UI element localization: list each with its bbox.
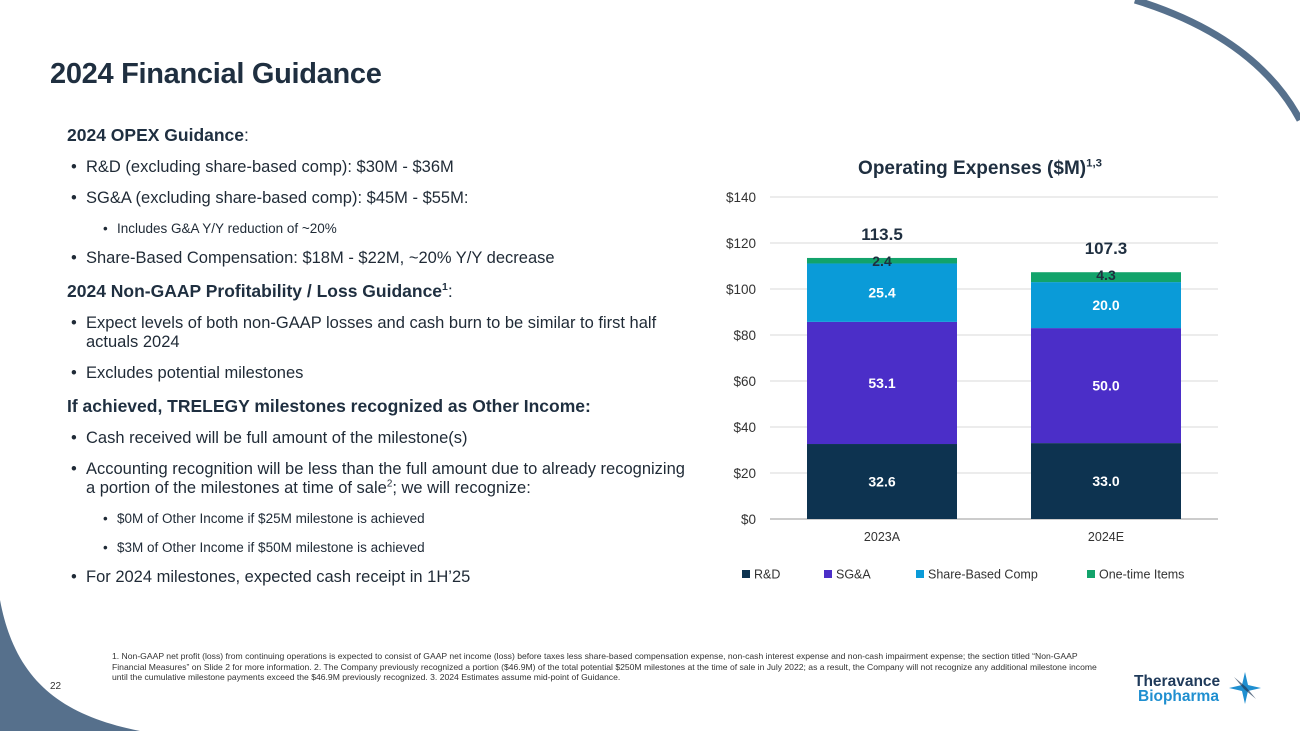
y-tick-label: $120 [726, 236, 756, 251]
opex-bullet-rd: R&D (excluding share-based comp): $30M -… [67, 158, 692, 177]
data-label: 32.6 [868, 474, 895, 490]
bar-segment [807, 444, 957, 519]
y-tick-label: $140 [726, 190, 756, 205]
total-label: 107.3 [1085, 239, 1128, 258]
bar-segment [807, 257, 957, 264]
opex-bullet-sga: SG&A (excluding share-based comp): $45M … [67, 189, 692, 208]
opex-chart-svg: $0 $20 $40 $60 $80 $100 $120 $140 32.6 53.1 25.4 2.… [726, 190, 1218, 582]
bar-segment [1031, 328, 1181, 444]
legend-swatch [1087, 570, 1095, 578]
bar-segment [1031, 282, 1181, 329]
bar-segment [807, 321, 957, 445]
legend-label: One-time Items [1099, 568, 1184, 582]
logo-line-2: Biopharma [1138, 688, 1219, 705]
nongaap-bullet-losses: Expect levels of both non-GAAP losses an… [67, 314, 692, 352]
data-label: 20.0 [1092, 297, 1119, 313]
opex-bullet-sbc: Share-Based Compensation: $18M - $22M, ~… [67, 249, 692, 268]
logo-star-icon [1229, 672, 1261, 704]
guidance-text: 2024 OPEX Guidance: R&D (excluding share… [67, 124, 692, 599]
y-tick-label: $100 [726, 282, 756, 297]
legend-label: R&D [754, 568, 780, 582]
trelegy-sub-bullet-50m: $3M of Other Income if $50M milestone is… [67, 539, 692, 556]
x-tick-label: 2023A [864, 530, 901, 544]
trelegy-bullet-accounting: Accounting recognition will be less than… [67, 460, 692, 498]
legend-label: Share-Based Comp [928, 568, 1038, 582]
trelegy-bullet-receipt: For 2024 milestones, expected cash recei… [67, 568, 692, 587]
trelegy-sub-bullet-25m: $0M of Other Income if $25M milestone is… [67, 510, 692, 527]
bar-segment [807, 263, 957, 322]
y-tick-label: $80 [733, 328, 756, 343]
x-tick-label: 2024E [1088, 530, 1124, 544]
data-label: 4.3 [1096, 267, 1116, 283]
y-tick-label: $20 [733, 466, 756, 481]
nongaap-heading: 2024 Non-GAAP Profitability / Loss Guida… [67, 281, 453, 301]
data-label: 25.4 [868, 285, 895, 301]
footnote: 1. Non-GAAP net profit (loss) from conti… [112, 651, 1097, 683]
trelegy-bullet-cash: Cash received will be full amount of the… [67, 429, 692, 448]
y-tick-label: $60 [733, 374, 756, 389]
chart-title: Operating Expenses ($M)1,3 [858, 157, 1102, 179]
total-label: 113.5 [861, 225, 903, 244]
trelegy-heading: If achieved, TRELEGY milestones recogniz… [67, 396, 591, 416]
legend-label: SG&A [836, 568, 871, 582]
data-label: 2.4 [872, 253, 892, 269]
data-label: 50.0 [1092, 378, 1119, 394]
legend-swatch [824, 570, 832, 578]
y-tick-label: $40 [733, 420, 756, 435]
opex-sub-bullet-ga: Includes G&A Y/Y reduction of ~20% [67, 220, 692, 237]
bar-segment [1031, 272, 1181, 283]
opex-heading: 2024 OPEX Guidance: [67, 125, 249, 145]
legend-swatch [742, 570, 750, 578]
data-label: 53.1 [868, 375, 895, 391]
bar-segment [1031, 443, 1181, 519]
company-logo: Theravance Biopharma [1134, 670, 1264, 710]
data-label: 33.0 [1092, 473, 1119, 489]
y-tick-label: $0 [741, 512, 756, 527]
opex-chart: Operating Expenses ($M)1,3 $0 $20 $40 $60 $8… [700, 150, 1260, 590]
legend-swatch [916, 570, 924, 578]
page-number: 22 [50, 681, 62, 692]
logo-line-1: Theravance [1134, 673, 1221, 690]
nongaap-bullet-milestones: Excludes potential milestones [67, 364, 692, 383]
page-title: 2024 Financial Guidance [50, 58, 382, 90]
